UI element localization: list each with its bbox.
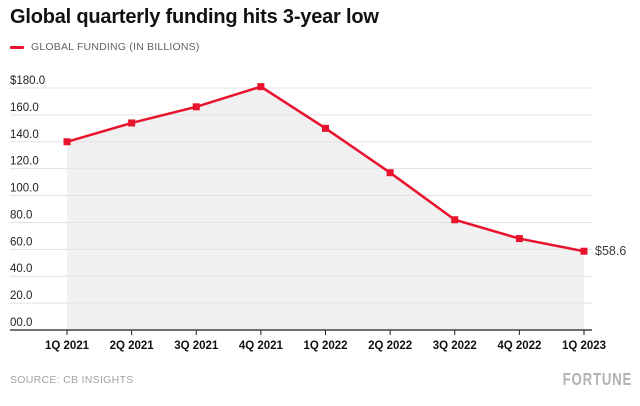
- data-point-marker: [386, 169, 394, 177]
- x-axis-tick-label: 4Q 2021: [239, 340, 284, 352]
- y-axis-tick-label: 160.0: [10, 102, 39, 114]
- x-axis-tick-label: 2Q 2022: [368, 340, 412, 352]
- last-value-annotation: $58.6: [595, 244, 626, 258]
- y-axis-tick-label: 00.0: [10, 317, 32, 329]
- source-note: SOURCE: CB INSIGHTS: [10, 374, 134, 386]
- x-axis-tick-label: 2Q 2021: [110, 340, 155, 352]
- x-axis-tick-label: 1Q 2023: [562, 340, 606, 352]
- data-point-marker: [257, 83, 265, 91]
- x-axis-tick-label: 1Q 2021: [45, 340, 90, 352]
- series-area-fill: [67, 86, 584, 331]
- x-axis-tick-label: 4Q 2022: [497, 340, 541, 352]
- y-axis-tick-label: 20.0: [10, 290, 32, 302]
- y-axis-tick-label: 60.0: [10, 236, 32, 248]
- y-axis-tick-label: 100.0: [10, 183, 39, 195]
- data-point-marker: [580, 247, 588, 255]
- y-axis-tick-label: 120.0: [10, 156, 39, 168]
- fortune-logo: FORTUNE: [562, 369, 632, 390]
- data-point-marker: [63, 138, 71, 146]
- x-axis-tick-label: 1Q 2022: [303, 340, 347, 352]
- chart-title: Global quarterly funding hits 3-year low: [10, 6, 379, 28]
- data-point-marker: [192, 103, 200, 111]
- x-axis-tick-label: 3Q 2022: [433, 340, 477, 352]
- y-axis-tick-label: 140.0: [10, 129, 39, 141]
- y-axis-tick-label: $180.0: [10, 75, 45, 87]
- legend-line-swatch-icon: [10, 45, 24, 49]
- legend: GLOBAL FUNDING (IN BILLIONS): [10, 41, 200, 53]
- data-point-marker: [451, 216, 459, 224]
- legend-label: GLOBAL FUNDING (IN BILLIONS): [31, 41, 200, 53]
- y-axis-tick-label: 40.0: [10, 263, 32, 275]
- data-point-marker: [515, 235, 523, 243]
- data-point-marker: [128, 119, 136, 127]
- x-axis-tick-label: 3Q 2021: [174, 340, 219, 352]
- y-axis-tick-label: 80.0: [10, 209, 32, 221]
- data-point-marker: [322, 124, 329, 132]
